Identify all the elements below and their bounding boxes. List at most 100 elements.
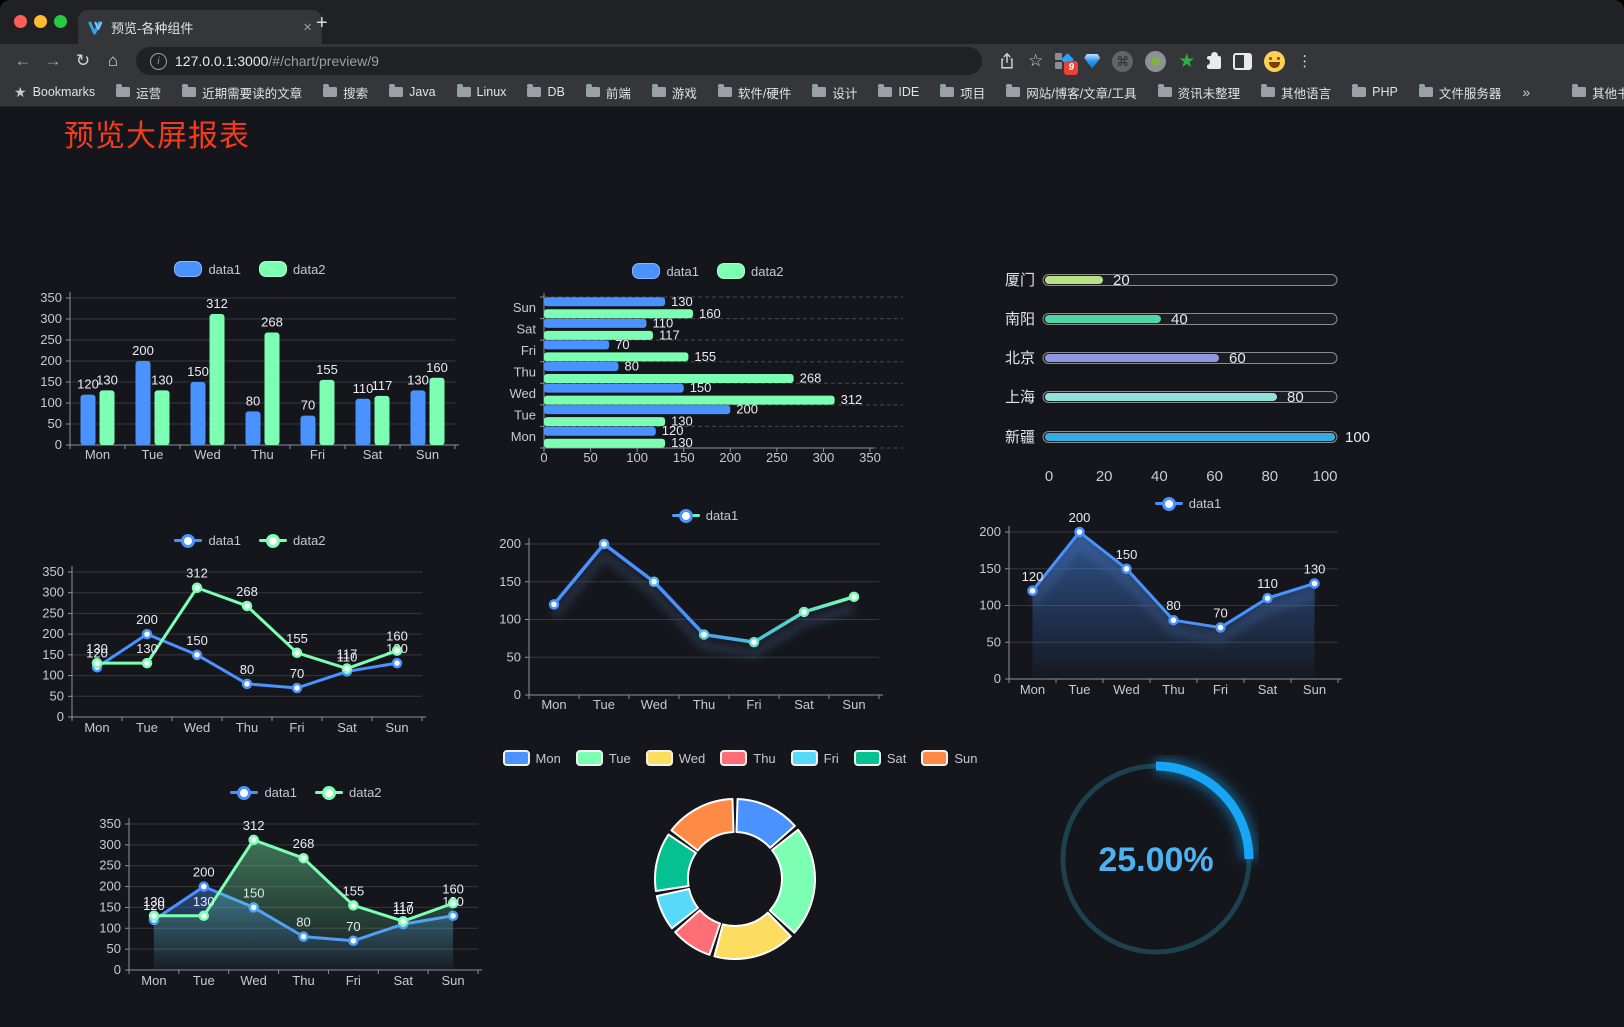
legend-item-data1[interactable]: data1: [230, 785, 297, 800]
legend-item-data1[interactable]: data1: [1154, 496, 1221, 511]
legend-item-Thu[interactable]: Thu: [720, 750, 776, 766]
svg-text:100: 100: [499, 612, 521, 627]
address-bar[interactable]: i 127.0.0.1:3000/#/chart/preview/9: [136, 47, 982, 75]
bookmark-item[interactable]: 前端: [585, 83, 631, 102]
bookmark-item[interactable]: 软件/硬件: [717, 83, 791, 102]
legend-item-data2[interactable]: data2: [315, 785, 382, 800]
emoji-extension-icon[interactable]: [1264, 50, 1286, 72]
svg-text:268: 268: [293, 836, 315, 851]
legend-item-Fri[interactable]: Fri: [790, 750, 839, 766]
dual-line-chart[interactable]: data1 data2 0 50 100 150 200 250 300 350 Mon Tue We…: [40, 525, 460, 745]
legend-label: data2: [349, 785, 382, 800]
bookmark-item[interactable]: Linux: [456, 84, 506, 99]
chart-legend[interactable]: data1 data2: [40, 533, 460, 548]
series-data1: 120 200 150 80 70 110 130: [77, 343, 429, 445]
legend-item-Wed[interactable]: Wed: [645, 750, 705, 766]
legend-item-data2[interactable]: data2: [259, 533, 326, 548]
bookmark-item[interactable]: 搜索: [323, 83, 368, 102]
legend-item-data2[interactable]: data2: [717, 263, 784, 279]
green-star-extension-icon[interactable]: ★: [1178, 50, 1196, 72]
svg-text:155: 155: [343, 883, 365, 898]
legend-item-Sun[interactable]: Sun: [921, 750, 977, 766]
back-icon[interactable]: ←: [14, 51, 32, 70]
bookmark-item[interactable]: 游戏: [651, 83, 697, 102]
svg-text:130: 130: [407, 372, 429, 387]
command-extension-icon[interactable]: ⌘: [1112, 50, 1134, 72]
bookmark-star-icon[interactable]: ☆: [1028, 51, 1044, 70]
menu-kebab-icon[interactable]: ⋮: [1297, 53, 1313, 70]
bookmark-item[interactable]: PHP: [1352, 84, 1398, 99]
bookmark-item[interactable]: 文件服务器: [1418, 83, 1502, 102]
legend-marker-icon: [266, 533, 280, 548]
legend-item-data1[interactable]: data1: [174, 261, 241, 277]
legend-item-data2[interactable]: data2: [259, 261, 326, 277]
folder-icon: [116, 84, 131, 97]
svg-text:250: 250: [40, 332, 62, 347]
bookmarks-overflow-chevron[interactable]: »: [1522, 84, 1531, 100]
bookmark-item[interactable]: 设计: [812, 83, 857, 102]
chart-legend[interactable]: data1 data2: [40, 261, 460, 277]
side-panel-icon[interactable]: [1233, 52, 1253, 70]
chart-legend[interactable]: data1: [976, 496, 1400, 511]
progress-bar-chart[interactable]: 厦门 20 南阳 40 北京 60 上海 80 新疆 100 0 20 40 60 80 100: [988, 259, 1392, 493]
site-info-icon[interactable]: i: [150, 52, 167, 70]
extensions-puzzle-icon[interactable]: [1204, 52, 1222, 69]
svg-text:130: 130: [136, 641, 158, 656]
chart-legend[interactable]: data1 data2: [96, 785, 516, 800]
bookmark-item[interactable]: Java: [389, 84, 436, 99]
svg-text:300: 300: [42, 585, 64, 600]
grouped-bar-chart[interactable]: data1 data2 0 50 100 150 200 250 300 350 Mon Tue We…: [40, 253, 460, 473]
share-icon[interactable]: [998, 52, 1016, 70]
bookmark-item[interactable]: DB: [527, 84, 565, 99]
legend-item-data1[interactable]: data1: [632, 263, 699, 279]
other-bookmarks[interactable]: 其他书签: [1572, 83, 1624, 102]
gem-extension-icon[interactable]: [1084, 53, 1101, 69]
svg-text:120: 120: [143, 898, 165, 913]
legend-item-Sat[interactable]: Sat: [853, 750, 907, 766]
legend-label: Sat: [886, 750, 907, 766]
folder-icon: [651, 84, 666, 97]
forward-icon[interactable]: →: [44, 51, 62, 70]
browser-tab[interactable]: 预览-各种组件 ×: [78, 10, 322, 44]
reload-icon[interactable]: ↻: [75, 51, 91, 70]
extension-grid-icon[interactable]: 9: [1055, 52, 1079, 75]
svg-text:200: 200: [1069, 510, 1091, 525]
svg-text:312: 312: [243, 818, 265, 833]
bookmark-item[interactable]: IDE: [878, 84, 919, 99]
legend-label: data2: [293, 533, 326, 548]
new-tab-button[interactable]: +: [316, 12, 328, 34]
recorder-extension-icon[interactable]: [1145, 50, 1167, 72]
chart-legend[interactable]: Mon Tue Wed Thu Fri Sat Sun: [502, 750, 977, 766]
dual-line-area-chart[interactable]: data1 data2 0 50 100 150 200 250 300 350 Mon Tue We…: [96, 777, 516, 997]
legend-item-data1[interactable]: data1: [174, 533, 241, 548]
folder-icon: [1157, 84, 1172, 97]
bookmark-item[interactable]: 运营: [116, 83, 161, 102]
legend-item-Mon[interactable]: Mon: [502, 750, 561, 766]
window-zoom-button[interactable]: [54, 15, 67, 28]
donut-chart[interactable]: Mon Tue Wed Thu Fri Sat Sun: [502, 743, 977, 999]
bookmark-item[interactable]: 项目: [940, 83, 985, 102]
chart-legend[interactable]: data1 data2: [498, 263, 918, 279]
window-close-button[interactable]: [14, 15, 27, 28]
bookmark-item[interactable]: 其他语言: [1261, 83, 1331, 102]
bookmark-label: 文件服务器: [1438, 86, 1502, 101]
bookmark-item[interactable]: 近期需要读的文章: [182, 83, 302, 102]
area-line-chart[interactable]: data1 0 50 100 150 200 Mon Tue Wed Thu Fri Sat Sun 1…: [976, 493, 1400, 707]
tab-close-icon[interactable]: ×: [303, 18, 312, 36]
gauge-chart[interactable]: 25.00%: [1053, 755, 1259, 967]
gradient-line-chart[interactable]: data1 0 50 100 150 200 Mon Tue Wed Thu Fri Sat Sun: [496, 500, 914, 720]
svg-text:70: 70: [1213, 606, 1227, 621]
svg-text:160: 160: [442, 881, 464, 896]
chart-legend[interactable]: data1: [496, 508, 914, 523]
horizontal-bar-chart[interactable]: data1 data2 0 50 100 150 200 250 300 350 Sun 130 16…: [498, 255, 918, 475]
legend-item-data1[interactable]: data1: [671, 508, 738, 523]
svg-text:160: 160: [699, 306, 721, 321]
legend-item-Tue[interactable]: Tue: [575, 750, 631, 766]
window-minimize-button[interactable]: [34, 15, 47, 28]
legend-marker-icon: [678, 508, 693, 523]
bookmark-item[interactable]: 资讯未整理: [1157, 83, 1240, 102]
bookmarks-root[interactable]: ★ Bookmarks: [14, 84, 95, 101]
folder-icon: [812, 84, 827, 97]
bookmark-item[interactable]: 网站/博客/文章/工具: [1006, 83, 1137, 102]
home-icon[interactable]: ⌂: [107, 51, 119, 70]
